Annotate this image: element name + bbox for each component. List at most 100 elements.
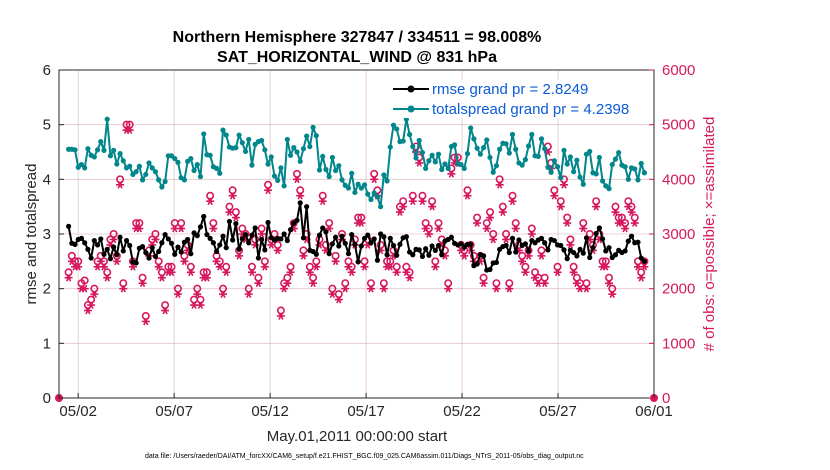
obs-possible-point	[264, 180, 273, 189]
y-tick-label-left: 5	[43, 117, 51, 134]
y-tick-label-left: 1	[43, 335, 51, 352]
rmse-point	[429, 243, 435, 249]
totalspread-point	[326, 174, 332, 180]
rmse-point	[104, 246, 110, 252]
obs-possible-point	[489, 230, 498, 239]
x-tick-label: 05/02	[59, 403, 97, 420]
obs-possible-point	[138, 273, 147, 282]
rmse-point	[204, 231, 210, 238]
obs-assimilated-stroke	[258, 230, 265, 238]
rmse-point	[474, 261, 480, 267]
obs-assimilated-point	[296, 191, 305, 200]
totalspread-point	[477, 151, 483, 157]
obs-assimilated-point	[502, 235, 511, 244]
obs-assimilated-point	[508, 197, 517, 206]
obs-possible-point	[260, 257, 269, 266]
rmse-point	[332, 234, 339, 240]
rmse-point	[223, 245, 229, 251]
obs-assimilated-stroke	[91, 290, 98, 298]
totalspread-point	[400, 138, 406, 144]
obs-assimilated-stroke	[226, 208, 233, 216]
totalspread-point	[233, 145, 239, 151]
totalspread-point	[91, 154, 97, 160]
legend-rmse-marker	[407, 85, 415, 93]
obs-assimilated-stroke	[323, 246, 329, 255]
rmse-point	[262, 247, 268, 253]
rmse-point	[78, 235, 85, 241]
obs-assimilated-stroke	[416, 159, 422, 167]
rmse-point	[525, 248, 532, 254]
grid-lines	[59, 69, 655, 399]
rmse-point	[323, 229, 329, 235]
obs-assimilated-point	[460, 252, 469, 260]
obs-assimilated-stroke	[239, 230, 245, 238]
obs-assimilated-stroke	[593, 202, 599, 211]
obs-assimilated-stroke	[442, 252, 448, 260]
obs-assimilated-point	[521, 268, 530, 277]
obs-possible-point	[444, 279, 453, 288]
obs-assimilated-stroke	[139, 279, 146, 288]
obs-possible-point	[202, 268, 211, 277]
totalspread-point	[316, 167, 323, 173]
totalspread-point	[287, 152, 294, 158]
obs-possible-point	[524, 246, 533, 255]
rmse-point	[371, 236, 377, 242]
rmse-point	[156, 248, 162, 255]
obs-possible-point	[563, 213, 572, 222]
totalspread-point	[117, 151, 123, 157]
obs-assimilated-stroke	[320, 197, 326, 206]
legend-rmse-label: rmse grand pr = 2.8249	[432, 81, 588, 98]
obs-possible-point	[463, 186, 472, 195]
obs-assimilated-point	[186, 268, 195, 277]
rmse-point	[175, 244, 181, 250]
rmse-point	[304, 204, 310, 210]
totalspread-point	[94, 147, 101, 153]
obs-assimilated-stroke	[513, 224, 519, 233]
totalspread-point	[345, 185, 352, 191]
totalspread-point	[197, 174, 204, 180]
legend: rmse grand pr = 2.8249 totalspread grand…	[390, 80, 646, 118]
obs-assimilated-point	[428, 202, 437, 211]
axis-ticks: 05/02 05/07 05/12 05/17 05/22 05/27 06/0101234…	[43, 62, 696, 420]
obs-assimilated-point	[87, 301, 96, 309]
obs-assimilated-stroke	[104, 273, 110, 282]
obs-assimilated-point	[495, 180, 504, 189]
obs-assimilated-stroke	[358, 219, 365, 227]
obs-possible-point	[521, 262, 530, 271]
obs-assimilated-point	[154, 262, 163, 271]
obs-assimilated-stroke	[191, 301, 197, 309]
obs-assimilated-stroke	[638, 273, 644, 282]
rmse-point	[326, 251, 332, 257]
rmse-point	[590, 245, 596, 251]
rmse-point	[88, 255, 94, 261]
totalspread-point	[262, 147, 268, 153]
obs-assimilated-point	[434, 224, 443, 233]
rmse-point	[249, 232, 255, 238]
rmse-point	[297, 200, 303, 206]
obs-assimilated-point	[370, 175, 379, 184]
obs-assimilated-point	[360, 262, 369, 271]
totalspread-point	[304, 133, 310, 139]
rmse-point	[197, 224, 204, 230]
rmse-point	[220, 233, 226, 239]
obs-possible-point	[505, 279, 514, 288]
obs-assimilated-stroke	[426, 230, 432, 238]
obs-assimilated-point	[444, 284, 453, 293]
obs-assimilated-stroke	[236, 252, 242, 260]
obs-possible-point	[318, 191, 327, 200]
obs-assimilated-stroke	[583, 284, 590, 293]
obs-assimilated-stroke	[194, 290, 200, 298]
rmse-point	[246, 240, 252, 246]
rmse-point	[72, 241, 78, 247]
totalspread-point	[259, 137, 265, 144]
obs-assimilated-stroke	[632, 219, 638, 227]
obs-possible-point	[141, 311, 150, 320]
obs-assimilated-point	[601, 262, 610, 271]
obs-assimilated-point	[64, 273, 73, 282]
obs-assimilated-point	[116, 180, 125, 189]
totalspread-point	[120, 158, 126, 164]
x-tick-label: 05/12	[251, 403, 289, 420]
obs-assimilated-point	[511, 224, 520, 233]
obs-assimilated-stroke	[81, 284, 88, 293]
totalspread-point	[416, 137, 422, 144]
